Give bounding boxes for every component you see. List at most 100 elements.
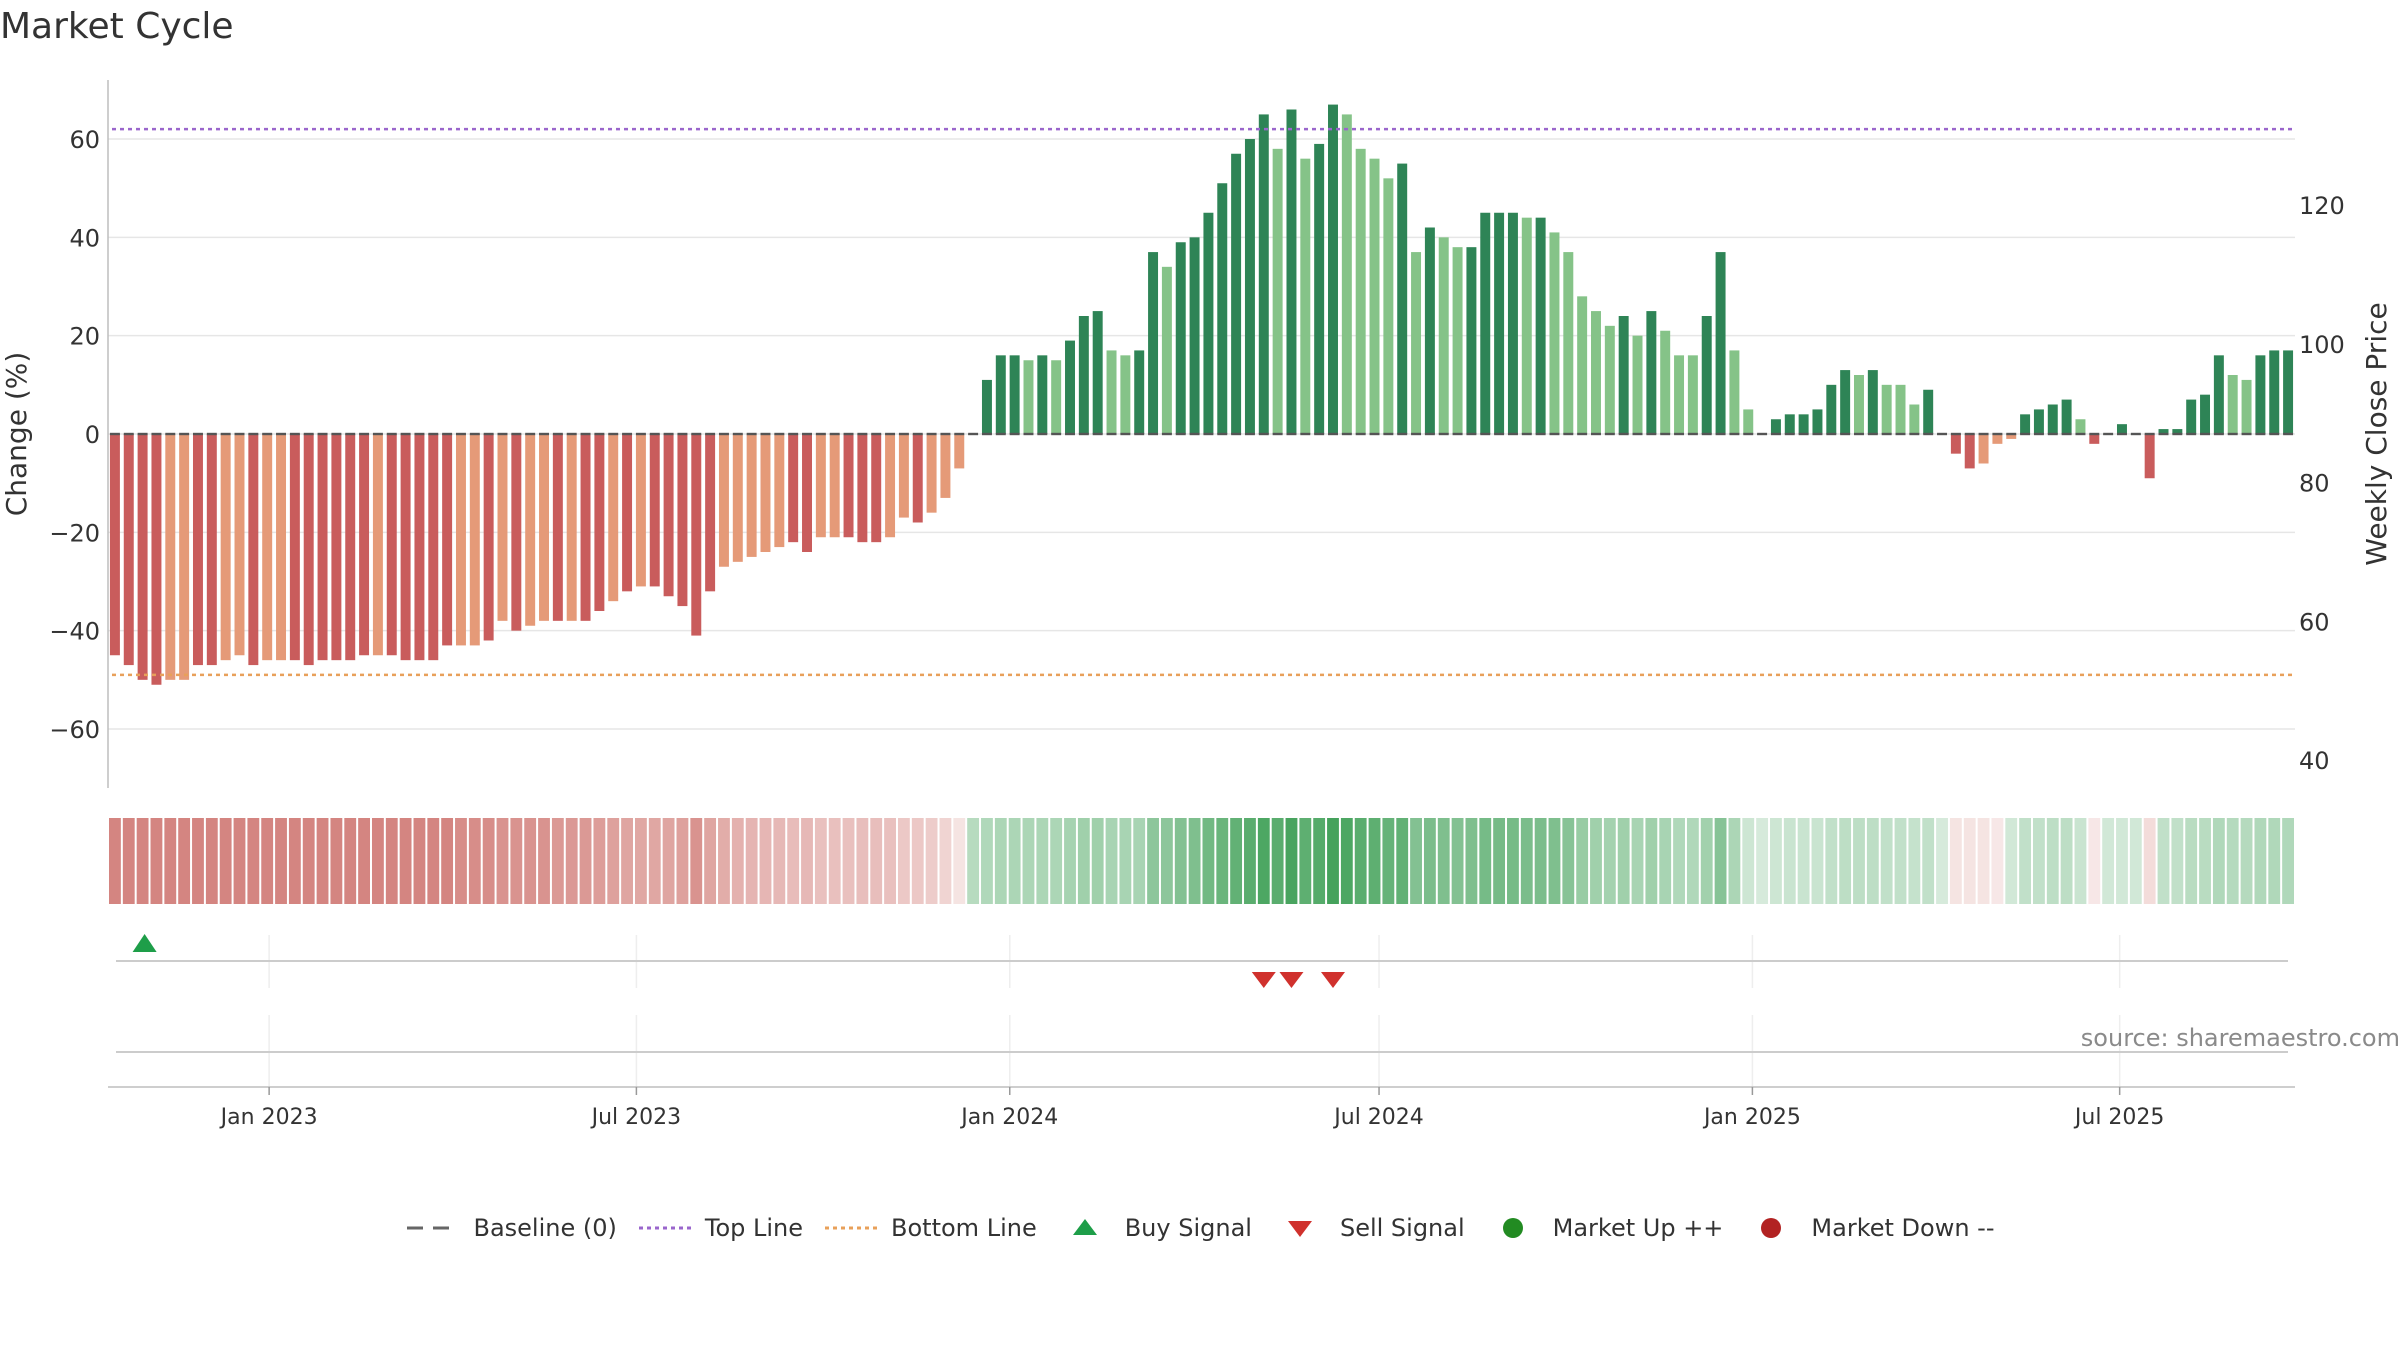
heat-cell	[551, 818, 564, 904]
legend-item: Baseline (0)	[405, 1214, 617, 1242]
heat-cell	[1562, 818, 1575, 904]
bar	[1244, 139, 1255, 434]
baseline-mark	[2089, 432, 2100, 436]
bar	[1480, 212, 1491, 434]
bar	[981, 379, 992, 434]
baseline-mark	[1065, 432, 1075, 436]
bar	[1618, 316, 1629, 434]
heat-cell	[2240, 818, 2253, 904]
baseline-mark	[1092, 432, 1103, 436]
y-tick-label: −40	[49, 618, 100, 646]
heat-cell	[385, 818, 398, 904]
bar	[2006, 434, 2017, 439]
heat-cell	[828, 818, 841, 904]
baseline-mark	[428, 432, 439, 436]
heat-cell	[1437, 818, 1450, 904]
baseline-mark	[1743, 432, 1754, 436]
bar	[1840, 370, 1851, 434]
bar	[649, 434, 660, 587]
heat-cell	[1022, 818, 1035, 904]
bar	[1272, 148, 1283, 435]
heat-cell	[2226, 818, 2239, 904]
baseline-mark	[1189, 432, 1200, 436]
baseline-mark	[1881, 432, 1892, 436]
baseline-mark	[372, 432, 383, 436]
baseline-mark	[940, 432, 951, 436]
heat-cell	[1603, 818, 1616, 904]
baseline-mark	[1840, 432, 1851, 436]
heat-cell	[427, 818, 440, 904]
baseline-mark	[774, 432, 785, 436]
bar	[483, 434, 494, 641]
heat-cell	[2060, 818, 2073, 904]
sell-signal-marker	[1251, 972, 1276, 988]
baseline-mark	[1452, 432, 1463, 436]
heat-cell	[261, 818, 274, 904]
bar	[1369, 158, 1380, 434]
baseline-mark	[1494, 432, 1505, 436]
legend-item: Market Down --	[1743, 1214, 1995, 1242]
heat-cell	[1590, 818, 1602, 904]
bar	[1051, 360, 1062, 434]
bar	[1452, 247, 1463, 434]
baseline-mark	[1438, 432, 1449, 436]
bar	[1895, 384, 1906, 434]
bar	[774, 434, 785, 548]
bar	[2047, 404, 2058, 434]
bar	[2075, 419, 2086, 434]
bar	[345, 434, 356, 661]
baseline-mark	[829, 432, 840, 436]
x-tick-label: Jan 2023	[219, 1105, 318, 1130]
baseline-mark	[1314, 432, 1325, 436]
baseline-mark	[483, 432, 494, 436]
legend-label: Top Line	[704, 1214, 804, 1242]
baseline-mark	[1009, 432, 1020, 436]
bar	[442, 434, 453, 646]
heat-cell	[676, 818, 689, 904]
baseline-mark	[788, 432, 799, 436]
baseline-mark	[1369, 432, 1380, 436]
heat-cell	[731, 818, 744, 904]
bar	[262, 434, 273, 661]
heat-cell	[1880, 818, 1893, 904]
heat-cell	[413, 818, 426, 904]
heat-cell	[1354, 818, 1367, 904]
baseline-mark	[635, 432, 646, 436]
baseline-mark	[1854, 432, 1864, 436]
heat-cell	[1963, 818, 1976, 904]
heat-cell	[1936, 818, 1948, 904]
heat-cell	[1977, 818, 1990, 904]
bar	[276, 434, 287, 661]
heat-cell	[1949, 818, 1962, 904]
bar	[1646, 311, 1657, 434]
heat-cell	[745, 818, 758, 904]
baseline-mark	[1383, 432, 1394, 436]
bar	[1950, 434, 1961, 454]
bar	[1424, 227, 1435, 434]
heat-cell	[2171, 818, 2184, 904]
bar	[1037, 355, 1048, 434]
baseline-mark	[1203, 432, 1214, 436]
bar	[705, 434, 716, 592]
dash-line-icon	[405, 1214, 461, 1242]
baseline-mark	[1023, 432, 1034, 436]
baseline-mark	[1106, 432, 1117, 436]
bar-series	[109, 104, 2294, 685]
baseline-mark	[580, 432, 591, 436]
bar	[1078, 316, 1089, 434]
heat-cell	[579, 818, 592, 904]
bar	[1189, 237, 1200, 434]
heat-cell	[1520, 818, 1533, 904]
baseline-mark	[815, 432, 826, 436]
reference-lines	[112, 127, 2295, 677]
sell-signal-marker	[1279, 972, 1304, 988]
baseline-mark	[2283, 432, 2294, 436]
legend-label: Sell Signal	[1339, 1214, 1465, 1242]
baseline-mark	[608, 432, 619, 436]
heat-cell	[1853, 818, 1865, 904]
baseline-mark	[746, 432, 757, 436]
y2-tick-label: 60	[2299, 608, 2330, 636]
baseline-mark	[663, 432, 674, 436]
baseline-mark	[1521, 432, 1532, 436]
baseline-mark	[802, 432, 812, 436]
